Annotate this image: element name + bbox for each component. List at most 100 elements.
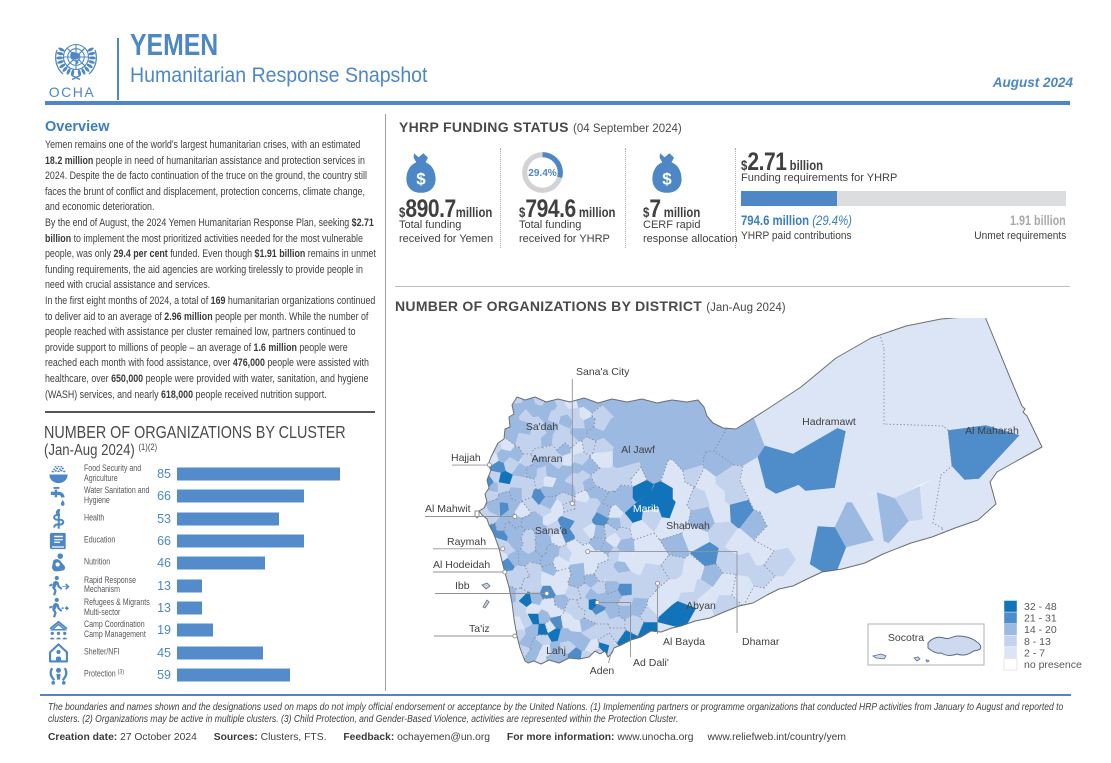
label-aljawf: Al Jawf (621, 444, 655, 456)
label-taiz: Ta'iz (469, 623, 490, 635)
label-sanaa-city: Sana'a City (576, 366, 630, 378)
overview-text: Yemen remains one of the world's largest… (45, 138, 376, 403)
funding-donut: 29.4% (522, 152, 563, 193)
legend-swatch (1003, 646, 1018, 659)
district (511, 462, 528, 478)
cluster-label-text: Protection (84, 668, 118, 679)
stat-requirements-desc: Funding requirements for YHRP (741, 172, 898, 184)
camp-coordination-icon (49, 620, 68, 640)
info-label: For more information: (506, 732, 615, 743)
cluster-label-text: Food Security and Agriculture (84, 463, 142, 483)
paid-contributions-label: YHRP paid contributions (741, 230, 852, 242)
district (617, 550, 635, 563)
cluster-label: Shelter/NFI (84, 646, 158, 658)
label-dhamar: Dhamar (742, 636, 780, 648)
cluster-chart-subtitle: (Jan-Aug 2024) (1)(2) (44, 442, 157, 460)
cluster-chart-date: (Jan-Aug 2024) (44, 442, 135, 459)
legend-label-5: no presence (1024, 659, 1082, 671)
cluster-label: Nutrition (84, 557, 158, 569)
leader-line (590, 551, 738, 633)
header-divider (117, 38, 119, 100)
label-sadah: Sa'dah (526, 421, 559, 433)
legend-swatch (1003, 658, 1018, 671)
governorate-borders (485, 334, 953, 660)
cluster-label-text: Nutrition (84, 557, 111, 568)
funding-separator (500, 148, 501, 248)
cluster-value: 13 (157, 578, 171, 593)
funding-progress-track (741, 191, 1066, 206)
donut-arc (522, 152, 563, 193)
cluster-label: Food Security and Agriculture (84, 463, 158, 484)
socotra-inset-box (867, 623, 985, 666)
label-abyan: Abyan (686, 600, 716, 612)
sources-label: Sources: (213, 732, 258, 743)
district (670, 600, 697, 626)
label-raymah: Raymah (447, 536, 486, 548)
stat-total-yhrp-desc: Total funding received for YHRP (519, 219, 610, 245)
leader-dot (655, 580, 660, 586)
label-alhodeidah: Al Hodeidah (433, 559, 490, 571)
socotra-islets (872, 653, 930, 663)
wash-icon (50, 487, 65, 507)
stat-value: 7 (649, 195, 661, 223)
cluster-value: 85 (157, 467, 171, 482)
district (525, 403, 542, 418)
cluster-label: Health (84, 513, 158, 524)
leader-dot (512, 633, 518, 639)
label-shabwah: Shabwah (666, 520, 710, 532)
funding-title: YHRP FUNDING STATUS (04 September 2024) (399, 119, 682, 135)
stat-unit: million (663, 205, 701, 220)
country-outline (478, 318, 1043, 665)
nutrition-icon (52, 553, 66, 572)
header-rule (45, 101, 1070, 105)
district (527, 613, 540, 625)
cluster-label-text: Education (84, 534, 116, 545)
map-governorate-labels: Sana'a City Sa'dah Hajjah Amran Al Jawf … (425, 366, 1019, 677)
cluster-row: Camp Coordination Camp Management 19 (45, 619, 375, 641)
cluster-bar (177, 489, 304, 503)
cluster-bar (177, 668, 291, 682)
ocha-un-logo (55, 43, 97, 81)
district-map-title: NUMBER OF ORGANIZATIONS BY DISTRICT (Jan… (395, 298, 786, 314)
map-legend: 32 - 48 21 - 31 14 - 20 8 - 13 2 - 7 no … (1003, 600, 1082, 671)
yemen-district-map: Sana'a City Sa'dah Hajjah Amran Al Jawf … (425, 318, 1082, 677)
rapid-response-icon (48, 575, 70, 596)
district (559, 640, 577, 655)
cluster-value: 13 (157, 600, 171, 615)
info-url-unocha: www.unocha.org (617, 732, 694, 743)
funding-separator (735, 148, 736, 248)
stat-value: 890.7 (405, 195, 456, 223)
socotra-inset: Socotra (867, 623, 985, 666)
label-almaharah: Al Maharah (965, 425, 1019, 437)
creation-date-label: Creation date: (48, 732, 118, 743)
info-url-reliefweb: www.reliefweb.int/country/yem (707, 732, 846, 743)
leader-line (599, 602, 631, 657)
leader-dot (502, 569, 508, 575)
education-icon (49, 532, 66, 550)
cluster-label-text: Camp Coordination Camp Management (84, 619, 146, 639)
stat-value: 2.71 (747, 148, 787, 176)
label-hajjah: Hajjah (451, 452, 481, 464)
label-sanaa: Sana'a (535, 525, 568, 537)
cluster-bar (177, 534, 304, 548)
paid-percent: (29.4%) (812, 213, 852, 228)
cluster-value: 45 (157, 645, 171, 660)
leader-dot (486, 462, 492, 468)
label-socotra: Socotra (888, 632, 924, 644)
stat-cerf: $7 million (643, 195, 701, 223)
cluster-bar-chart: Food Security and Agriculture 85 Water S… (45, 463, 375, 686)
district (507, 498, 522, 513)
cluster-label-text: Rapid Response Mechanism (84, 574, 137, 595)
cluster-chart-title: NUMBER OF ORGANIZATIONS BY CLUSTER (44, 422, 346, 442)
label-lahj: Lahj (546, 645, 566, 657)
page-title-subtitle: Humanitarian Response Snapshot (130, 64, 428, 87)
refugees-migrants-icon (48, 597, 70, 618)
cluster-row: Protection (3) 59 (45, 664, 375, 686)
protection-icon (49, 667, 68, 685)
legend-label-0: 32 - 48 (1024, 601, 1057, 613)
district-map-title-text: NUMBER OF ORGANIZATIONS BY DISTRICT (395, 298, 703, 314)
district-map-date: (Jan-Aug 2024) (706, 302, 786, 314)
overview-heading: Overview (45, 119, 110, 135)
legend-label-4: 2 - 7 (1024, 647, 1045, 659)
